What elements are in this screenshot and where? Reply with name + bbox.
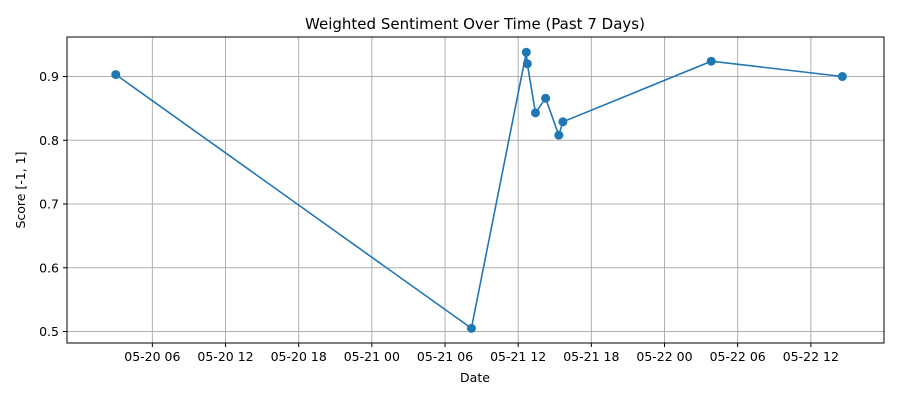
x-tick-label: 05-22 00: [636, 349, 692, 364]
x-tick-label: 05-21 00: [344, 349, 400, 364]
data-point: [554, 130, 564, 140]
data-series: [111, 47, 847, 333]
y-axis-label: Score [-1, 1]: [13, 151, 28, 228]
y-tick-label: 0.8: [39, 133, 59, 148]
data-point: [530, 108, 540, 118]
axis-ticks: 05-20 06 05-20 12 05-20 18 05-21 00 05-21 06…: [39, 69, 839, 364]
data-point: [706, 56, 716, 66]
y-tick-label: 0.7: [39, 197, 59, 212]
x-axis-label: Date: [460, 370, 490, 385]
data-point: [837, 72, 847, 82]
x-tick-label: 05-21 18: [563, 349, 619, 364]
plot-frame: [66, 36, 885, 344]
data-point: [111, 70, 121, 80]
data-point: [541, 93, 551, 103]
x-tick-label: 05-20 18: [271, 349, 327, 364]
x-tick-label: 05-21 12: [490, 349, 546, 364]
grid-lines: [67, 37, 884, 343]
y-tick-label: 0.6: [39, 260, 59, 275]
x-tick-label: 05-20 06: [124, 349, 180, 364]
data-point: [521, 47, 531, 57]
x-tick-label: 05-21 06: [417, 349, 473, 364]
y-tick-label: 0.5: [39, 324, 59, 339]
data-point: [522, 59, 532, 69]
series-line: [115, 52, 843, 330]
x-tick-label: 05-22 12: [783, 349, 839, 364]
chart-title: Weighted Sentiment Over Time (Past 7 Day…: [305, 15, 645, 33]
data-point: [466, 323, 476, 333]
data-point: [558, 117, 568, 127]
x-tick-label: 05-22 06: [710, 349, 766, 364]
x-tick-label: 05-20 12: [197, 349, 253, 364]
y-tick-label: 0.9: [39, 69, 59, 84]
